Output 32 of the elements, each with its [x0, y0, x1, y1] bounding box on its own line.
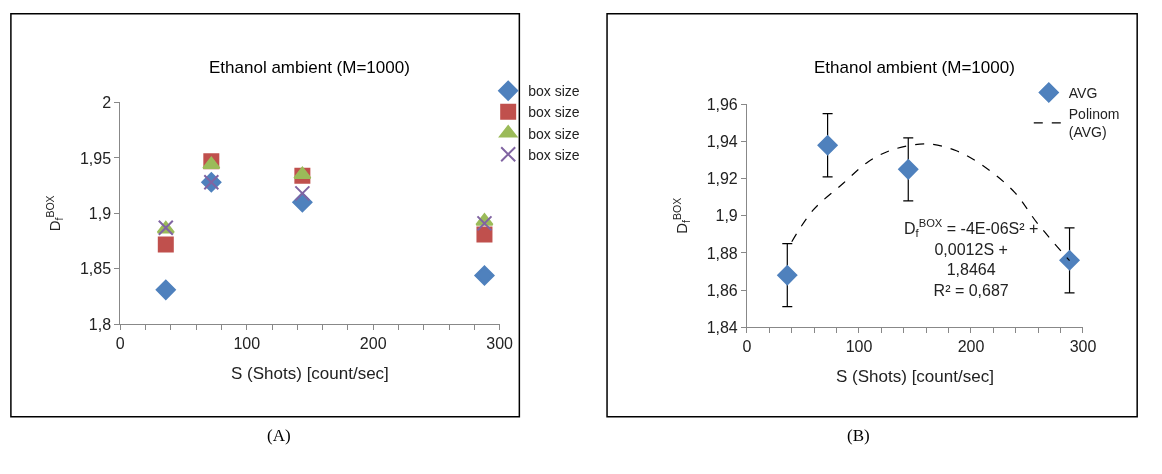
x-tick-label: 100: [233, 335, 261, 353]
y-tick-label: 1,85: [79, 260, 112, 278]
y-tick-label: 1,94: [706, 133, 738, 151]
y-tick-label: 1,86: [706, 281, 738, 299]
y-tick-label: 2: [102, 94, 112, 112]
legend-label: Polinom (AVG): [1068, 106, 1120, 141]
y-tick-label: 1,8: [88, 315, 112, 333]
x-tick-label: 200: [957, 338, 985, 356]
legend-label: box size: [528, 83, 580, 100]
y-tick-label: 1,96: [706, 96, 738, 114]
y-tick-label: 1,84: [706, 318, 738, 336]
legend-label: box size: [528, 125, 580, 142]
chart-title: Ethanol ambient (M=1000): [814, 58, 1015, 77]
legend-label: AVG: [1068, 85, 1098, 102]
x-tick-label: 200: [359, 335, 387, 353]
y-tick-label: 1,88: [706, 244, 738, 262]
text: (B): [847, 426, 870, 445]
chart-title: Ethanol ambient (M=1000): [209, 58, 410, 77]
x-tick-label: 300: [486, 335, 514, 353]
y-tick-label: 1,92: [706, 170, 738, 188]
x-axis-title: S (Shots) [count/sec]: [836, 366, 994, 386]
x-tick-label: 300: [1069, 338, 1097, 356]
x-tick-label: 0: [742, 338, 752, 356]
legend-label: box size: [528, 104, 580, 121]
x-tick-label: 0: [115, 335, 125, 353]
y-tick-label: 1,9: [715, 207, 738, 225]
y-tick-label: 1,9: [88, 204, 112, 222]
legend-label: box size: [528, 146, 580, 163]
y-tick-label: 1,95: [79, 149, 112, 167]
text: (A): [267, 426, 291, 445]
x-axis-title: S (Shots) [count/sec]: [231, 363, 389, 383]
x-tick-label: 100: [845, 338, 873, 356]
